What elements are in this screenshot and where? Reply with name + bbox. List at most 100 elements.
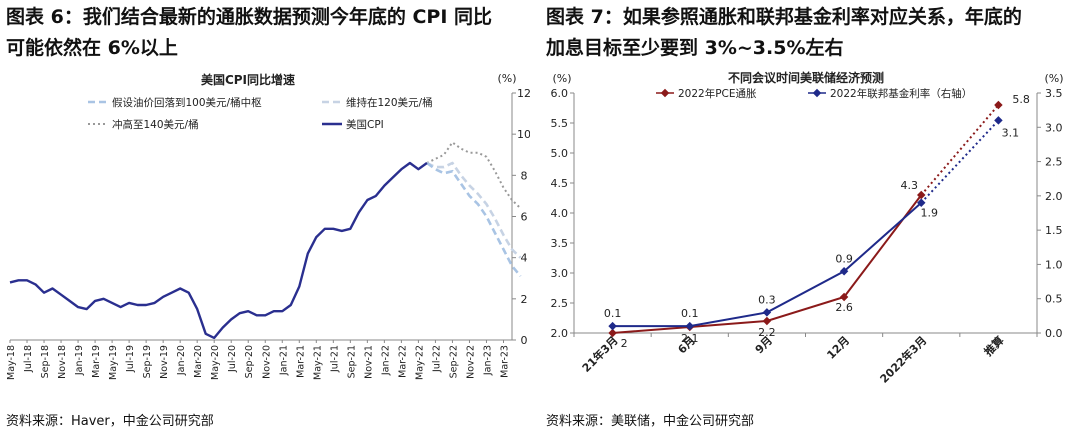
pce-marker [762,316,772,326]
figure-7-heading-line2: 加息目标至少要到 3%~3.5%左右 [546,37,844,59]
x-tick-label: 12月 [824,334,852,362]
pce-projection-line [920,104,1000,196]
x-tick-label: Nov-18 [57,345,68,379]
x-tick-label: Jan-21 [278,345,289,376]
y-left-tick-label: 3.0 [551,267,569,280]
legend-label: 冲高至140美元/桶 [112,118,199,131]
pce-data-label: 2 [621,337,628,350]
y-unit-label: (%) [497,72,516,85]
ffr-projection-line [920,119,1000,204]
series-line-0 [9,161,428,340]
x-tick-label: May-18 [6,345,17,380]
x-tick-label: Nov-20 [261,345,272,379]
y-tick-label: 4 [521,252,528,265]
x-tick-label: Sep-19 [142,345,153,378]
series-line-3 [426,141,522,210]
figure-7-heading: 图表 7：如果参照通胀和联邦基金利率对应关系，年底的 加息目标至少要到 3%~3… [546,2,1072,64]
ffr-marker [608,321,617,331]
ffr-line [612,201,922,328]
x-tick-label: Nov-22 [465,345,476,379]
series-line-1 [426,161,522,278]
x-tick-label: Jan-23 [482,345,493,376]
x-tick-label: Nov-21 [363,345,374,379]
y-right-tick-label: 2.5 [1045,156,1063,169]
y-left-tick-label: 6.0 [551,87,569,100]
pce-data-label: 2.2 [758,326,776,339]
figure-6-heading: 图表 6：我们结合最新的通胀数据预测今年底的 CPI 同比 可能依然在 6%以上 [6,2,532,64]
x-tick-label: Nov-19 [159,345,170,379]
y-left-tick-label: 3.5 [551,237,569,250]
x-tick-label: 2022年3月 [877,333,930,386]
x-tick-label: May-19 [108,345,119,380]
y-tick-label: 10 [517,128,530,141]
ffr-data-label: 0.3 [758,293,776,306]
y-left-tick-label: 5.5 [551,117,569,130]
legend-label: 美国CPI [346,118,384,131]
x-tick-label: Mar-23 [499,345,510,378]
x-tick-label: Jul-19 [125,345,136,373]
x-tick-label: Mar-21 [295,345,306,378]
x-tick-label: Jan-22 [380,345,391,376]
ffr-marker [994,116,1003,125]
y-tick-label: 8 [521,169,528,182]
ffr-marker [685,321,694,331]
x-tick-label: 21年3月 [579,333,621,375]
y-left-tick-label: 4.0 [551,207,569,220]
ffr-data-label: 0.1 [681,307,699,320]
legend-label: 2022年联邦基金利率（右轴） [830,87,972,100]
legend-label: 假设油价回落到100美元/桶中枢 [112,96,262,109]
x-tick-label: Jul-21 [329,345,340,373]
x-tick-label: Sep-18 [40,345,51,378]
figure-6-heading-line1: 图表 6：我们结合最新的通胀数据预测今年底的 CPI 同比 [6,6,493,28]
legend-marker [660,88,670,98]
y-right-unit-label: (%) [1044,72,1063,85]
pce-data-label: 4.3 [901,179,919,192]
y-right-tick-label: 0.0 [1045,327,1063,340]
y-tick-label: 6 [521,211,528,224]
y-tick-label: 12 [517,87,530,100]
y-left-tick-label: 2.0 [551,327,569,340]
figure-7-panel: 图表 7：如果参照通胀和联邦基金利率对应关系，年底的 加息目标至少要到 3%~3… [540,0,1080,442]
x-tick-label: Mar-20 [193,345,204,378]
legend-label: 2022年PCE通胀 [678,87,757,100]
pce-marker [839,292,849,302]
x-tick-label: 推算 [981,333,1006,358]
x-tick-label: Sep-21 [346,345,357,378]
x-tick-label: Mar-22 [397,345,408,378]
ffr-data-label: 0.1 [604,307,622,320]
y-left-tick-label: 2.5 [551,297,569,310]
y-right-tick-label: 1.5 [1045,224,1063,237]
x-tick-label: Mar-19 [91,345,102,378]
x-tick-label: Jan-19 [74,345,85,376]
ffr-data-label: 3.1 [1002,126,1020,139]
figure-6-panel: 图表 6：我们结合最新的通胀数据预测今年底的 CPI 同比 可能依然在 6%以上… [0,0,530,442]
y-right-tick-label: 0.5 [1045,293,1063,306]
y-right-tick-label: 2.0 [1045,190,1063,203]
cpi-line-chart: 美国CPI同比增速 (%) 0 2 4 6 8 10 12 May-18 Jul-18 Sep-18 N… [6,72,530,380]
ffr-marker [762,308,772,317]
x-tick-label: Sep-20 [244,345,255,378]
figure-6-heading-line2: 可能依然在 6%以上 [6,37,178,59]
figure-6-source: 资料来源：Haver，中金公司研究部 [6,414,214,429]
x-tick-label: Jan-20 [176,345,187,376]
y-tick-label: 0 [521,334,528,347]
y-tick-label: 2 [521,293,528,306]
x-tick-label: Jul-20 [227,345,238,373]
x-tick-label: Sep-22 [448,345,459,378]
x-tick-label: May-21 [312,345,323,380]
y-left-tick-label: 4.5 [551,177,569,190]
chart-title: 美国CPI同比增速 [201,72,295,87]
ffr-data-label: 0.9 [835,252,853,265]
x-tick-label: Jul-18 [23,345,34,373]
pce-data-label: 5.8 [1012,93,1030,106]
y-left-unit-label: (%) [552,72,571,85]
series-line-2 [426,161,522,259]
y-right-tick-label: 3.0 [1045,121,1063,134]
figure-7-source: 资料来源：美联储，中金公司研究部 [546,414,755,429]
y-right-tick-label: 3.5 [1045,87,1063,100]
ffr-data-label: 1.9 [921,207,939,220]
pce-data-label: 2.1 [681,332,699,345]
ffr-marker [839,267,849,276]
pce-marker [608,328,617,338]
x-tick-label: Jul-22 [431,345,442,373]
